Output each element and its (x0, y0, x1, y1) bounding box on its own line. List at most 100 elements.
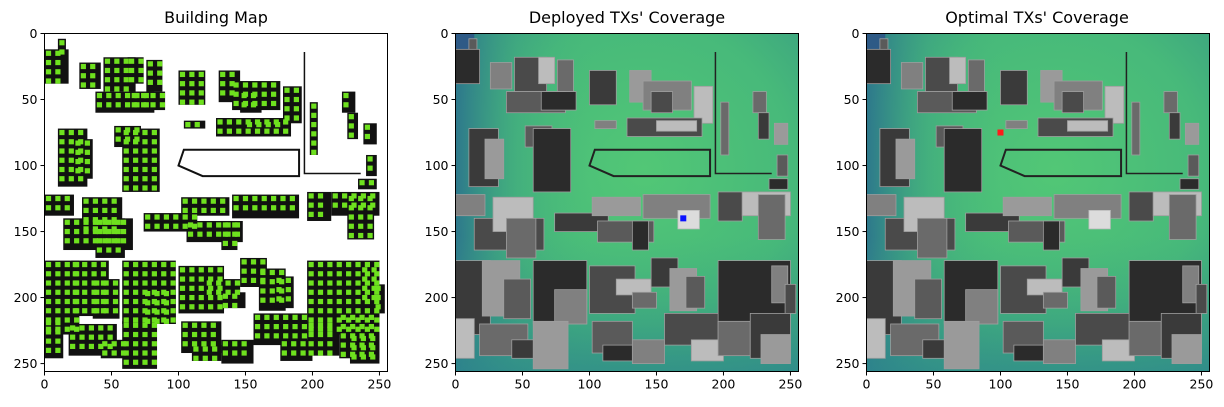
rx-marker (229, 71, 235, 78)
rx-marker (83, 219, 89, 225)
rx-marker (45, 69, 52, 75)
rx-marker (371, 294, 377, 301)
rx-marker (123, 317, 129, 323)
rx-marker (55, 78, 61, 84)
rx-marker (151, 261, 157, 268)
rx-marker (367, 165, 373, 171)
rx-marker (133, 176, 139, 182)
rx-marker (206, 222, 212, 228)
building-footprint (1168, 194, 1197, 240)
rx-marker (151, 139, 157, 145)
rx-marker (359, 342, 365, 348)
rx-marker (250, 259, 257, 265)
rx-marker (78, 148, 84, 154)
rx-marker (198, 81, 204, 87)
rx-marker (327, 308, 333, 314)
rx-marker (72, 298, 78, 305)
rx-marker (350, 333, 356, 339)
rx-marker (245, 128, 251, 134)
rx-marker (364, 326, 371, 332)
rx-marker (98, 325, 104, 331)
rx-marker (80, 82, 86, 88)
rx-marker (250, 268, 257, 274)
y-tick-label: 0 (441, 26, 449, 41)
rx-marker (208, 267, 214, 273)
rx-marker (359, 324, 365, 330)
x-tick-label: 100 (989, 377, 1013, 392)
rx-marker (250, 277, 257, 283)
rx-marker (336, 317, 342, 323)
rx-marker (187, 231, 194, 237)
rx-marker (83, 217, 89, 223)
rx-marker (55, 317, 61, 323)
rx-marker (217, 285, 223, 291)
rx-marker (285, 287, 291, 293)
rx-marker (151, 129, 157, 136)
rx-marker (348, 132, 354, 138)
rx-marker (269, 269, 275, 276)
building-footprint (245, 120, 286, 132)
building-footprint (949, 56, 967, 85)
rx-marker (351, 193, 357, 199)
rx-marker (364, 124, 371, 130)
rx-marker (107, 325, 113, 331)
rx-marker (364, 271, 371, 277)
building-footprint (602, 344, 633, 362)
y-tick-label: 200 (425, 290, 449, 305)
rx-marker (232, 341, 238, 347)
rx-marker (222, 231, 228, 237)
rx-marker (236, 128, 242, 134)
rx-marker (234, 222, 241, 228)
rx-marker (327, 331, 333, 338)
rx-marker (368, 333, 375, 339)
building-footprint (1163, 91, 1178, 114)
rx-marker (94, 289, 100, 295)
rx-marker (123, 298, 129, 305)
rx-marker (280, 195, 286, 202)
rx-marker (280, 205, 286, 211)
building-outline (1125, 51, 1183, 175)
rx-marker (92, 198, 99, 204)
rx-marker (145, 223, 151, 229)
rx-marker (368, 314, 375, 320)
rx-marker (236, 119, 242, 125)
rx-marker (45, 326, 52, 332)
rx-marker (261, 205, 267, 211)
rx-marker (362, 267, 368, 273)
rx-marker (242, 82, 249, 88)
rx-marker (234, 280, 241, 286)
building-footprint (282, 86, 302, 124)
building-footprint (484, 138, 505, 180)
rx-marker (123, 322, 129, 328)
y-tick-labels: 0 50 100 150 200 250 (14, 26, 45, 371)
rx-marker (83, 198, 89, 204)
rx-marker (198, 71, 204, 78)
rx-marker (134, 92, 140, 99)
rx-marker (94, 298, 100, 305)
rx-marker (138, 58, 144, 64)
rx-marker (241, 92, 247, 99)
rx-marker (64, 195, 70, 202)
rx-marker (82, 289, 88, 295)
rx-marker (90, 82, 96, 88)
rx-marker (123, 166, 129, 173)
panel-deployed-coverage: Deployed TXs' Coverage 0 50 100 150 200 250 0… (425, 8, 803, 392)
rx-marker (336, 298, 342, 305)
rx-marker (283, 128, 289, 134)
rx-marker (170, 280, 176, 286)
rx-marker (115, 136, 121, 142)
rx-marker (64, 205, 70, 211)
rx-marker (189, 294, 195, 301)
rx-marker (355, 317, 361, 323)
rx-marker (348, 123, 354, 129)
rx-marker (201, 322, 207, 328)
rx-marker (123, 341, 129, 347)
rx-marker (317, 202, 324, 208)
rx-marker (84, 168, 90, 174)
rx-marker (351, 335, 357, 342)
rx-marker (182, 223, 188, 229)
building-footprint (631, 220, 649, 251)
rx-marker (308, 211, 314, 217)
building-footprint (1042, 291, 1068, 309)
